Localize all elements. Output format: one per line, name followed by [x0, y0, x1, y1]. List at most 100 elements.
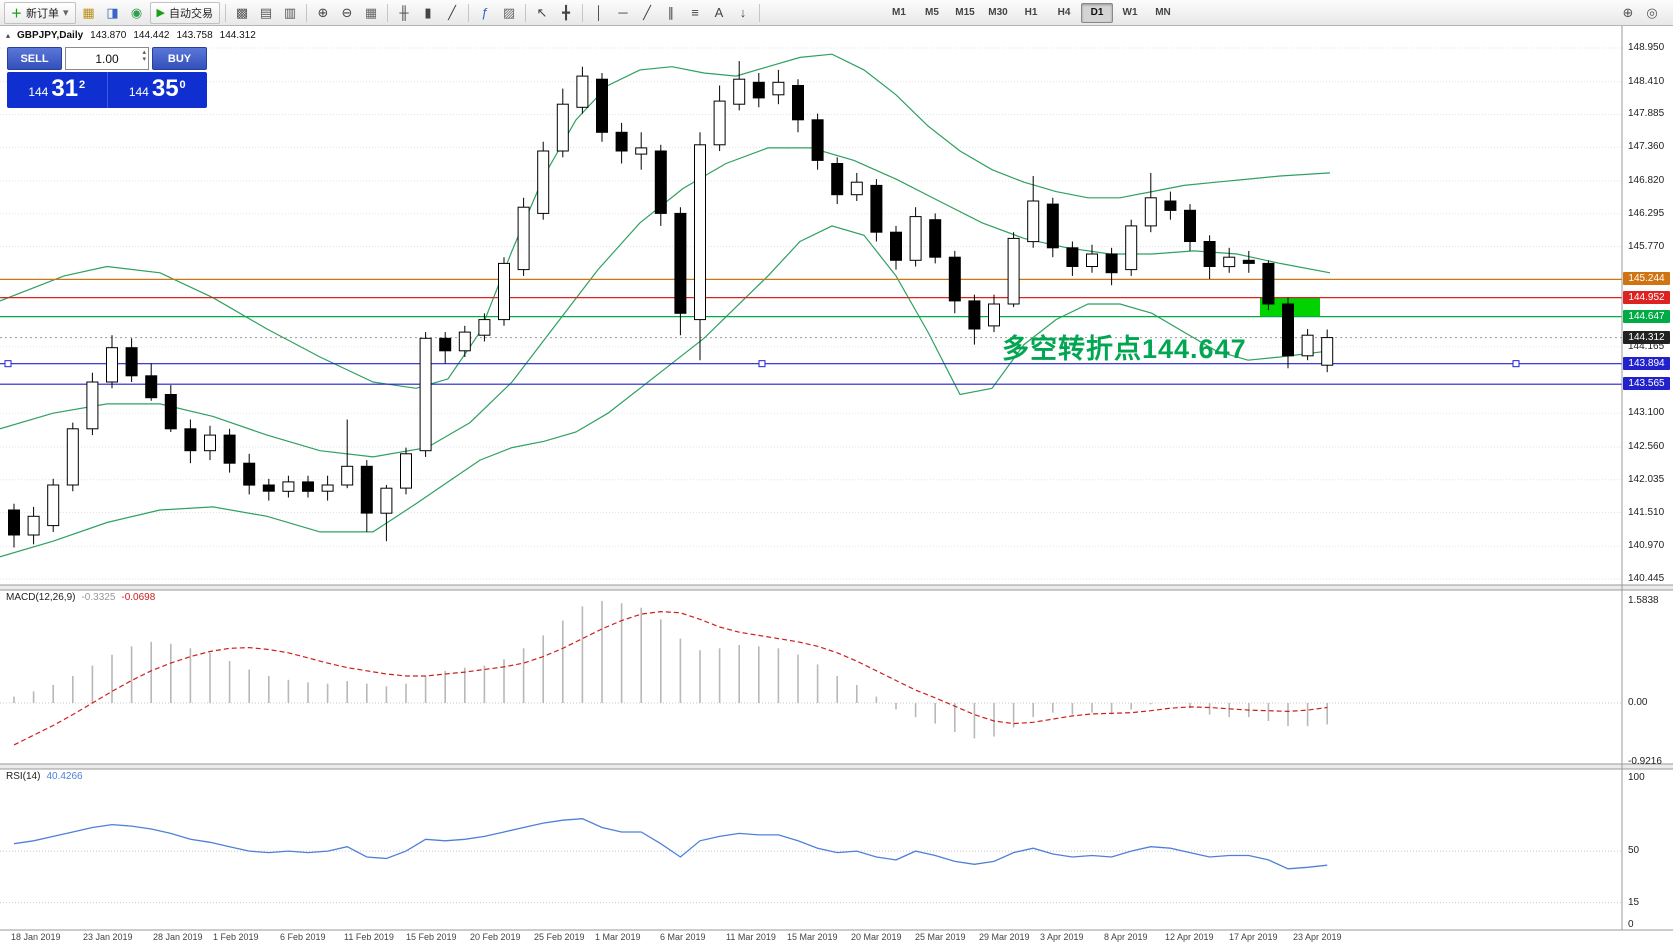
macd-indicator-label: MACD(12,26,9) -0.3325 -0.0698: [6, 592, 155, 603]
cascade-windows-icon[interactable]: ▥: [283, 4, 297, 20]
price-tag-145.244: 145.244: [1623, 272, 1670, 286]
candle-bear: [125, 347, 138, 377]
price-label: 148.950: [1628, 42, 1665, 53]
market-watch-icon[interactable]: ◨: [106, 4, 119, 20]
tile-windows-icon[interactable]: ▤: [259, 4, 273, 20]
timeframe-m5[interactable]: M5: [925, 6, 939, 18]
candle-bull: [1321, 337, 1334, 366]
candle-bear: [831, 163, 844, 196]
line-chart-icon[interactable]: ╱: [448, 4, 456, 20]
sell-button[interactable]: SELL: [7, 47, 62, 70]
volume-down-button[interactable]: ▾: [142, 56, 146, 63]
timeframe-mn[interactable]: MN: [1155, 6, 1171, 18]
macd-name: MACD(12,26,9): [6, 592, 76, 603]
date-label: 3 Apr 2019: [1040, 932, 1084, 942]
text-label-icon[interactable]: A: [714, 4, 724, 20]
candle-bull: [1027, 200, 1040, 243]
buy-button[interactable]: BUY: [152, 47, 207, 70]
price-label: 147.360: [1628, 141, 1665, 153]
candle-bull: [106, 347, 118, 383]
new-order-label: 新订单: [26, 7, 59, 20]
candlestick-icon[interactable]: ▮: [424, 4, 432, 20]
grid-icon[interactable]: ▦: [364, 4, 378, 20]
panel-separator[interactable]: [0, 764, 1673, 769]
price-tag-143.565: 143.565: [1623, 377, 1670, 391]
toolbar-separator: [306, 3, 307, 22]
candle-bull: [380, 487, 393, 514]
data-window-icon[interactable]: ◉: [130, 4, 143, 20]
mql5-community-icon[interactable]: ◎: [1646, 4, 1658, 20]
candle-bull: [204, 434, 216, 452]
timeframe-m30[interactable]: M30: [988, 6, 1008, 18]
timeframe-h1[interactable]: H1: [1024, 6, 1038, 18]
bid-price[interactable]: 144 31 2: [7, 72, 108, 108]
crosshair-icon[interactable]: ╋: [562, 4, 570, 20]
auto-trading-button[interactable]: ▶ 自动交易: [149, 1, 220, 24]
candle-bull: [282, 481, 295, 492]
new-chart-icon[interactable]: ▩: [235, 4, 249, 20]
rsi-axis-label: 0: [1628, 918, 1634, 930]
timeframe-m15[interactable]: M15: [955, 6, 975, 18]
date-label: 20 Feb 2019: [470, 932, 521, 942]
candle-bear: [1184, 209, 1196, 243]
timeframe-w1[interactable]: W1: [1122, 6, 1138, 18]
line-handle[interactable]: [758, 360, 766, 368]
candle-bull: [47, 484, 60, 527]
candle-bear: [184, 428, 197, 452]
indicators-icon[interactable]: ƒ: [481, 4, 489, 20]
date-axis: 18 Jan 2019 23 Jan 2019 28 Jan 2019 1 Feb 2…: [0, 932, 1622, 948]
timeframe-h4[interactable]: H4: [1057, 6, 1071, 18]
fibonacci-icon[interactable]: ≡: [691, 4, 699, 20]
candle-bull: [537, 150, 550, 214]
cursor-icon[interactable]: ↖: [536, 4, 548, 20]
price-label: 142.560: [1628, 440, 1665, 452]
horizontal-line-icon[interactable]: ─: [618, 4, 628, 20]
bid-big-digits: 31: [51, 75, 79, 102]
price-tag-143.894: 143.894: [1623, 356, 1670, 370]
candle-bull: [1086, 253, 1098, 267]
search-icon[interactable]: ⊕: [1622, 4, 1634, 20]
candle-bull: [733, 78, 746, 105]
candle-bull: [713, 100, 726, 146]
candle-bull: [556, 103, 569, 152]
ask-price[interactable]: 144 35 0: [108, 72, 208, 108]
equidistant-channel-icon[interactable]: ∥: [667, 4, 675, 20]
candle-bull: [1007, 237, 1020, 305]
chart-annotation[interactable]: 多空转折点144.647: [1002, 334, 1247, 364]
timeframe-d1[interactable]: D1: [1081, 2, 1113, 23]
toolbar-right-group: ⊕ ◎: [1617, 3, 1663, 23]
charts-profile-icon[interactable]: ▦: [82, 4, 95, 20]
one-click-trading-panel: SELL 1.00 ▴ ▾ BUY 144 31 2 144 35 0: [7, 47, 207, 108]
vertical-line-icon[interactable]: │: [594, 4, 604, 20]
ohlc-close: 144.312: [219, 30, 256, 41]
new-order-button[interactable]: ＋ 新订单 ▾: [4, 1, 76, 24]
zoom-in-icon[interactable]: ⊕: [317, 4, 329, 20]
panel-separator[interactable]: [0, 585, 1673, 590]
ohlc-bars-icon[interactable]: ╫: [399, 4, 409, 20]
date-label: 15 Feb 2019: [406, 932, 457, 942]
candle-bear: [654, 150, 667, 214]
line-handle[interactable]: [4, 360, 12, 368]
date-label: 23 Jan 2019: [83, 932, 133, 942]
volume-up-button[interactable]: ▴: [142, 49, 146, 56]
volume-input[interactable]: 1.00 ▴ ▾: [65, 47, 149, 70]
objects-list-icon[interactable]: ▨: [502, 4, 516, 20]
date-label: 11 Mar 2019: [726, 932, 776, 942]
toolbar-separator: [759, 3, 760, 22]
collapse-panel-icon[interactable]: ▴: [6, 31, 11, 40]
date-label: 20 Mar 2019: [851, 932, 902, 942]
trendline-icon[interactable]: ╱: [643, 4, 651, 20]
rsi-axis-label: 100: [1628, 771, 1645, 783]
volume-value: 1.00: [95, 51, 119, 66]
candle-bear: [223, 434, 236, 464]
toolbar-separator: [225, 3, 226, 22]
macd-axis-label: 0.00: [1628, 697, 1648, 708]
timeframe-m1[interactable]: M1: [892, 6, 906, 18]
zoom-out-icon[interactable]: ⊖: [341, 4, 353, 20]
play-icon: ▶: [156, 7, 165, 19]
line-handle[interactable]: [1512, 360, 1520, 368]
arrows-icon[interactable]: ↓: [739, 4, 747, 20]
candle-bear: [1203, 241, 1216, 267]
price-label: 143.100: [1628, 407, 1665, 419]
